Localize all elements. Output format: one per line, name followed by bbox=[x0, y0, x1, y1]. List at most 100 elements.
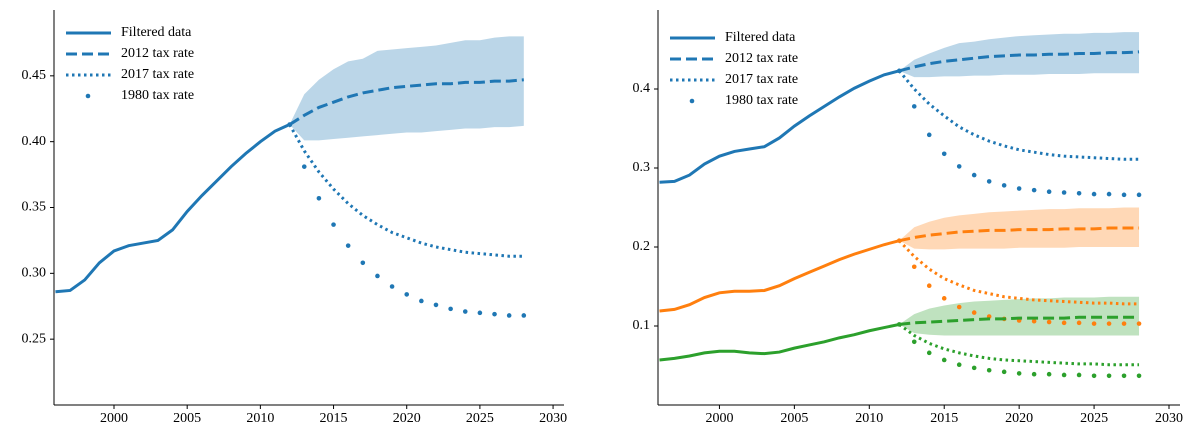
x-tick-label: 2005 bbox=[173, 411, 201, 426]
series-line bbox=[898, 50, 1140, 73]
data-point bbox=[419, 298, 424, 304]
y-tick-label: 0.4 bbox=[633, 81, 651, 96]
x-tick-label: 2005 bbox=[780, 411, 808, 426]
data-point bbox=[1031, 371, 1037, 377]
y-tick-label: 0.30 bbox=[22, 266, 47, 281]
data-point bbox=[331, 222, 336, 227]
data-point bbox=[287, 122, 292, 127]
series-line bbox=[898, 239, 1140, 306]
data-point bbox=[1061, 320, 1067, 326]
data-point bbox=[1046, 319, 1052, 325]
legend-label: 2017 tax rate bbox=[725, 72, 798, 87]
data-point bbox=[345, 243, 351, 248]
data-point bbox=[1016, 186, 1022, 191]
data-point bbox=[360, 260, 366, 266]
data-point bbox=[301, 164, 307, 169]
data-point bbox=[492, 311, 497, 317]
data-point bbox=[941, 296, 947, 301]
data-point bbox=[389, 284, 395, 289]
data-point bbox=[896, 68, 902, 74]
y-tick-label: 0.25 bbox=[22, 331, 47, 346]
data-point bbox=[1136, 373, 1142, 379]
legend-label: Filtered data bbox=[121, 25, 192, 40]
data-point bbox=[1001, 369, 1007, 375]
legend-label: 2017 tax rate bbox=[121, 67, 194, 82]
legend-label: 2012 tax rate bbox=[121, 46, 194, 61]
data-point bbox=[1046, 189, 1052, 194]
data-point bbox=[1091, 373, 1097, 379]
data-point bbox=[956, 362, 962, 368]
data-point bbox=[448, 306, 453, 312]
legend: Filtered data 2012 tax rate 2017 tax rate 1… bbox=[66, 25, 194, 103]
data-point bbox=[1091, 321, 1097, 326]
data-point bbox=[941, 357, 947, 363]
x-tick-label: 2025 bbox=[466, 411, 494, 426]
legend-marker bbox=[85, 93, 91, 99]
series-line bbox=[898, 226, 1140, 243]
data-point bbox=[1076, 372, 1082, 378]
y-tick-label: 0.35 bbox=[22, 200, 47, 215]
legend-label: 2012 tax rate bbox=[725, 51, 798, 66]
data-point bbox=[911, 339, 917, 345]
legend: Filtered data 2012 tax rate 2017 tax rate 1… bbox=[670, 30, 798, 108]
x-tick-label: 2010 bbox=[246, 411, 274, 426]
legend-label: 1980 tax rate bbox=[121, 88, 194, 103]
data-point bbox=[956, 164, 962, 169]
x-tick-label: 2015 bbox=[930, 411, 958, 426]
data-point bbox=[462, 309, 468, 314]
data-point bbox=[316, 195, 322, 201]
data-point bbox=[926, 283, 932, 289]
data-point bbox=[986, 367, 992, 373]
y-tick-label: 0.2 bbox=[633, 239, 651, 254]
data-point bbox=[1136, 321, 1142, 326]
data-point bbox=[1121, 192, 1127, 198]
data-point bbox=[1061, 372, 1067, 378]
data-point bbox=[1091, 191, 1097, 197]
data-point bbox=[971, 310, 977, 315]
y-tick-label: 0.40 bbox=[22, 134, 47, 149]
data-point bbox=[506, 313, 512, 318]
data-point bbox=[1001, 183, 1007, 188]
x-tick-label: 2020 bbox=[1005, 411, 1033, 426]
data-point bbox=[911, 264, 917, 270]
subplot: 0.25 0.30 0.35 0.40 0.45 2000 2005 2010 2015 2020… bbox=[22, 10, 567, 426]
y-tick-label: 0.3 bbox=[633, 160, 651, 175]
data-point bbox=[926, 132, 932, 138]
data-point bbox=[477, 310, 483, 316]
y-tick-label: 0.45 bbox=[22, 68, 47, 83]
data-point bbox=[404, 292, 410, 297]
subplot: 0.1 0.2 0.3 0.4 2000 2005 2010 2015 2020 2025 2030… bbox=[633, 10, 1183, 426]
data-point bbox=[1106, 191, 1112, 197]
series-line bbox=[288, 78, 524, 126]
data-point bbox=[1106, 373, 1112, 379]
data-point bbox=[1121, 373, 1127, 379]
series-line bbox=[55, 123, 291, 294]
x-tick-label: 2010 bbox=[855, 411, 883, 426]
data-point bbox=[896, 322, 902, 327]
data-point bbox=[941, 151, 947, 157]
series-line bbox=[659, 239, 900, 313]
series-line bbox=[898, 323, 1140, 367]
data-point bbox=[1046, 371, 1052, 377]
series-line bbox=[288, 123, 524, 258]
data-point bbox=[911, 104, 917, 109]
legend-marker bbox=[689, 98, 695, 104]
confidence-band bbox=[289, 36, 524, 141]
y-tick-label: 0.1 bbox=[633, 318, 651, 333]
x-tick-label: 2020 bbox=[393, 411, 421, 426]
legend-label: 1980 tax rate bbox=[725, 93, 798, 108]
data-point bbox=[1016, 371, 1022, 376]
data-point bbox=[1121, 321, 1127, 326]
data-point bbox=[1076, 190, 1082, 196]
x-tick-label: 2000 bbox=[705, 411, 733, 426]
data-point bbox=[1136, 192, 1142, 198]
data-point bbox=[521, 313, 527, 318]
legend-label: Filtered data bbox=[725, 30, 796, 45]
series-line bbox=[659, 69, 900, 184]
data-point bbox=[1076, 320, 1082, 326]
confidence-band bbox=[899, 296, 1140, 336]
x-tick-label: 2025 bbox=[1080, 411, 1108, 426]
data-point bbox=[956, 304, 962, 310]
data-point bbox=[1031, 318, 1037, 324]
